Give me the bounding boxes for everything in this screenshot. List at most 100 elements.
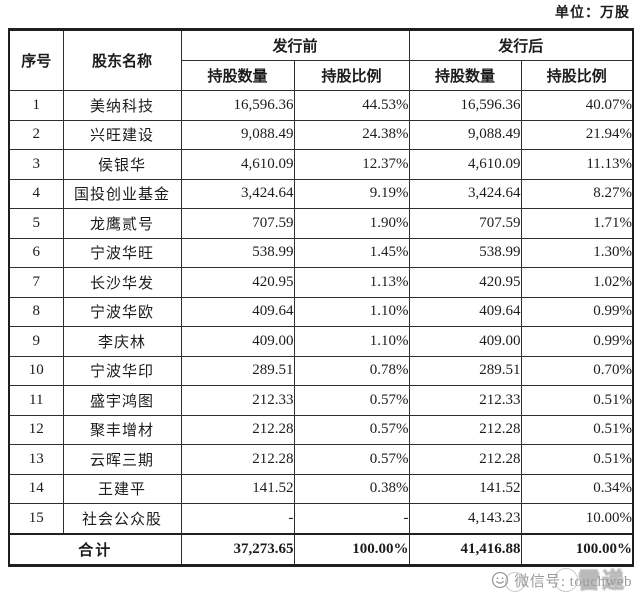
header-index: 序号 <box>8 29 64 91</box>
pre-shares-cell: - <box>180 503 295 534</box>
post-shares-cell: 212.33 <box>408 385 522 416</box>
shareholder-name-cell: 长沙华发 <box>62 267 182 298</box>
shareholder-name-cell: 盛宇鸿图 <box>62 385 182 416</box>
total-label-cell: 合计 <box>8 532 182 566</box>
shareholder-name-cell: 国投创业基金 <box>62 178 182 209</box>
row-index-cell: 11 <box>8 385 64 416</box>
post-ratio-cell: 11.13% <box>520 149 634 180</box>
row-index-cell: 7 <box>8 267 64 298</box>
post-ratio-cell: 0.51% <box>520 444 634 475</box>
row-index-cell: 6 <box>8 237 64 268</box>
pre-shares-cell: 212.33 <box>180 385 295 416</box>
shareholder-table: 序号 股东名称 发行前 发行后 持股数量 持股比例 持股数量 持股比例 1 美纳… <box>8 28 635 567</box>
shareholder-name-cell: 李庆林 <box>62 326 182 357</box>
shareholder-name-cell: 云晖三期 <box>62 444 182 475</box>
shareholder-name-cell: 王建平 <box>62 473 182 504</box>
pre-ratio-cell: 9.19% <box>293 178 410 209</box>
post-ratio-cell: 40.07% <box>520 90 634 121</box>
table-row: 10 宁波华印 289.51 0.78% 289.51 0.70% <box>8 355 634 386</box>
post-shares-cell: 409.64 <box>408 296 522 327</box>
post-ratio-cell: 0.70% <box>520 355 634 386</box>
row-index-cell: 12 <box>8 414 64 445</box>
pre-shares-cell: 212.28 <box>180 414 295 445</box>
pre-shares-cell: 141.52 <box>180 473 295 504</box>
shareholder-name-cell: 龙鹰贰号 <box>62 208 182 239</box>
unit-label: 单位：万股 <box>555 6 630 21</box>
table-row: 5 龙鹰贰号 707.59 1.90% 707.59 1.71% <box>8 208 634 239</box>
table-row: 1 美纳科技 16,596.36 44.53% 16,596.36 40.07% <box>8 90 634 121</box>
post-shares-cell: 212.28 <box>408 444 522 475</box>
post-ratio-cell: 0.99% <box>520 296 634 327</box>
post-shares-cell: 409.00 <box>408 326 522 357</box>
header-post-shares: 持股数量 <box>408 60 522 91</box>
post-ratio-cell: 0.51% <box>520 385 634 416</box>
row-index-cell: 15 <box>8 503 64 534</box>
shareholder-name-cell: 宁波华欧 <box>62 296 182 327</box>
pre-ratio-cell: 0.78% <box>293 355 410 386</box>
shareholder-name-cell: 兴旺建设 <box>62 119 182 150</box>
row-index-cell: 1 <box>8 90 64 121</box>
header-shareholder-name: 股东名称 <box>62 29 182 91</box>
watermark-stamp-circle <box>554 568 578 592</box>
pre-ratio-cell: 24.38% <box>293 119 410 150</box>
pre-shares-cell: 409.00 <box>180 326 295 357</box>
pre-shares-cell: 289.51 <box>180 355 295 386</box>
row-index-cell: 14 <box>8 473 64 504</box>
table-row: 11 盛宇鸿图 212.33 0.57% 212.33 0.51% <box>8 385 634 416</box>
total-row: 合计 37,273.65 100.00% 41,416.88 100.00% <box>8 532 634 566</box>
header-group-pre-issue: 发行前 <box>180 29 410 61</box>
post-shares-cell: 538.99 <box>408 237 522 268</box>
post-ratio-cell: 10.00% <box>520 503 634 534</box>
row-index-cell: 8 <box>8 296 64 327</box>
row-index-cell: 9 <box>8 326 64 357</box>
pre-ratio-cell: 0.38% <box>293 473 410 504</box>
table-row: 7 长沙华发 420.95 1.13% 420.95 1.02% <box>8 267 634 298</box>
pre-ratio-cell: 0.57% <box>293 385 410 416</box>
table-row: 2 兴旺建设 9,088.49 24.38% 9,088.49 21.94% <box>8 119 634 150</box>
wechat-smiley-icon <box>490 570 510 590</box>
table-row: 4 国投创业基金 3,424.64 9.19% 3,424.64 8.27% <box>8 178 634 209</box>
row-index-cell: 3 <box>8 149 64 180</box>
pre-shares-cell: 707.59 <box>180 208 295 239</box>
total-post-ratio-cell: 100.00% <box>520 532 634 566</box>
pre-ratio-cell: 0.57% <box>293 414 410 445</box>
row-index-cell: 5 <box>8 208 64 239</box>
shareholder-name-cell: 聚丰增材 <box>62 414 182 445</box>
watermark-text: 微信号: touchweb <box>514 573 632 590</box>
pre-ratio-cell: 1.45% <box>293 237 410 268</box>
post-shares-cell: 16,596.36 <box>408 90 522 121</box>
shareholder-name-cell: 宁波华印 <box>62 355 182 386</box>
header-group-post-issue: 发行后 <box>408 29 634 61</box>
header-row-subcolumns: 持股数量 持股比例 持股数量 持股比例 <box>9 60 634 91</box>
pre-shares-cell: 3,424.64 <box>180 178 295 209</box>
row-index-cell: 13 <box>8 444 64 475</box>
shareholder-name-cell: 美纳科技 <box>62 90 182 121</box>
total-pre-ratio-cell: 100.00% <box>293 532 410 566</box>
pre-shares-cell: 420.95 <box>180 267 295 298</box>
post-ratio-cell: 1.02% <box>520 267 634 298</box>
post-shares-cell: 3,424.64 <box>408 178 522 209</box>
post-ratio-cell: 0.99% <box>520 326 634 357</box>
table-row: 8 宁波华欧 409.64 1.10% 409.64 0.99% <box>8 296 634 327</box>
post-shares-cell: 289.51 <box>408 355 522 386</box>
table-row: 13 云晖三期 212.28 0.57% 212.28 0.51% <box>8 444 634 475</box>
header-pre-ratio: 持股比例 <box>293 60 410 91</box>
table-row: 9 李庆林 409.00 1.10% 409.00 0.99% <box>8 326 634 357</box>
pre-ratio-cell: 1.13% <box>293 267 410 298</box>
row-index-cell: 4 <box>8 178 64 209</box>
shareholder-name-cell: 宁波华旺 <box>62 237 182 268</box>
table-row: 14 王建平 141.52 0.38% 141.52 0.34% <box>8 473 634 504</box>
pre-shares-cell: 4,610.09 <box>180 149 295 180</box>
row-index-cell: 10 <box>8 355 64 386</box>
post-shares-cell: 9,088.49 <box>408 119 522 150</box>
total-pre-shares-cell: 37,273.65 <box>180 532 295 566</box>
total-post-shares-cell: 41,416.88 <box>408 532 522 566</box>
pre-ratio-cell: 12.37% <box>293 149 410 180</box>
shareholder-name-cell: 社会公众股 <box>62 503 182 534</box>
post-ratio-cell: 1.71% <box>520 208 634 239</box>
pre-ratio-cell: 0.57% <box>293 444 410 475</box>
table-row: 15 社会公众股 - - 4,143.23 10.00% <box>8 503 634 534</box>
pre-ratio-cell: 1.10% <box>293 326 410 357</box>
pre-shares-cell: 212.28 <box>180 444 295 475</box>
